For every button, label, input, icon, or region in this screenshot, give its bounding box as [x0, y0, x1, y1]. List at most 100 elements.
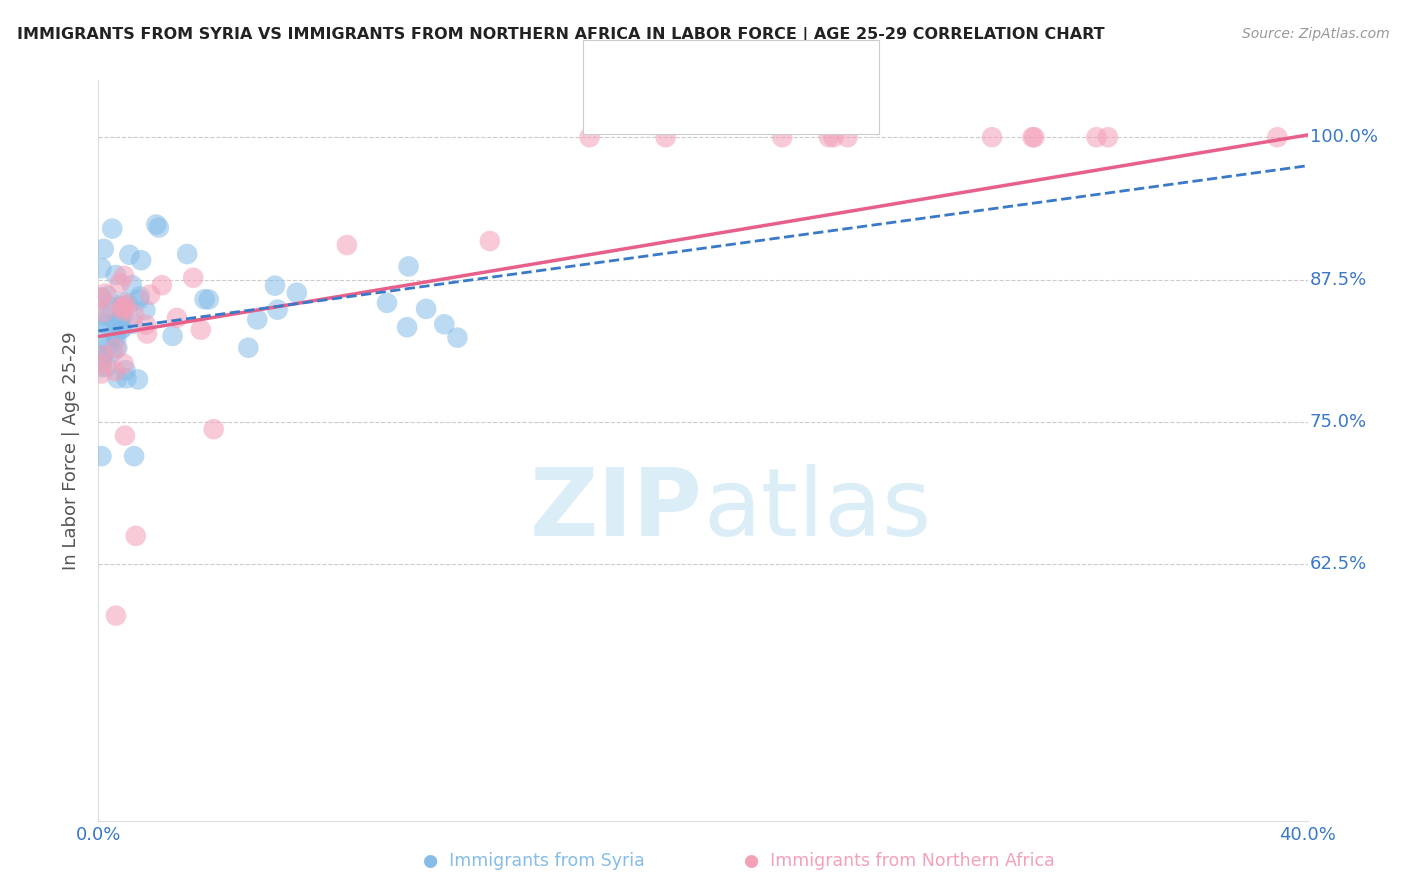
Point — [101, 345, 124, 359]
Point — [112, 295, 135, 310]
Point — [90, 261, 112, 276]
Point — [121, 277, 143, 292]
Point — [104, 268, 127, 282]
Point — [93, 305, 115, 319]
Point — [114, 363, 136, 377]
Point — [238, 341, 260, 355]
Point — [193, 292, 215, 306]
Point — [336, 238, 359, 252]
Point — [122, 308, 145, 322]
Point — [128, 289, 150, 303]
Point — [93, 334, 115, 349]
Point — [104, 364, 127, 378]
Point — [1097, 130, 1119, 145]
Y-axis label: In Labor Force | Age 25-29: In Labor Force | Age 25-29 — [62, 331, 80, 570]
Text: 75.0%: 75.0% — [1310, 413, 1367, 431]
Point — [93, 309, 115, 323]
Point — [398, 260, 420, 274]
Point — [396, 320, 419, 334]
Point — [136, 326, 159, 341]
Point — [90, 360, 112, 375]
Point — [122, 449, 145, 463]
Point — [118, 248, 141, 262]
Point — [94, 286, 117, 301]
Point — [145, 218, 167, 232]
Text: atlas: atlas — [703, 464, 931, 556]
Point — [111, 321, 134, 335]
Point — [104, 608, 127, 623]
Point — [114, 428, 136, 442]
Point — [110, 299, 132, 313]
Text: 41: 41 — [782, 96, 804, 114]
Point — [93, 242, 115, 256]
Point — [104, 317, 127, 331]
Point — [91, 348, 114, 362]
Point — [96, 359, 118, 374]
Point — [110, 301, 132, 315]
Point — [197, 293, 219, 307]
Text: 100.0%: 100.0% — [1310, 128, 1378, 146]
Point — [118, 298, 141, 312]
Point — [112, 303, 135, 318]
Point — [112, 268, 135, 283]
Text: 62.5%: 62.5% — [1310, 556, 1367, 574]
Point — [115, 371, 138, 385]
Point — [90, 367, 112, 381]
Point — [415, 301, 437, 316]
Point — [128, 293, 150, 307]
Text: 0.148: 0.148 — [673, 59, 723, 77]
Point — [1024, 130, 1046, 145]
Point — [823, 130, 845, 145]
Point — [285, 285, 308, 300]
Point — [578, 130, 600, 145]
Text: Source: ZipAtlas.com: Source: ZipAtlas.com — [1241, 27, 1389, 41]
Point — [122, 317, 145, 331]
Point — [90, 449, 112, 463]
Point — [134, 303, 156, 318]
Text: 0.394: 0.394 — [673, 96, 723, 114]
Point — [111, 322, 134, 336]
Text: ZIP: ZIP — [530, 464, 703, 556]
Text: 87.5%: 87.5% — [1310, 270, 1367, 289]
Point — [176, 247, 198, 261]
Point — [446, 331, 468, 345]
Text: N =: N = — [745, 59, 783, 77]
Point — [1085, 130, 1108, 145]
Text: R =: R = — [636, 59, 672, 77]
Point — [148, 220, 170, 235]
Point — [264, 278, 287, 293]
Point — [112, 357, 135, 371]
Point — [90, 357, 112, 371]
Point — [91, 348, 114, 362]
Point — [97, 337, 120, 351]
Point — [818, 130, 841, 145]
Text: R =: R = — [636, 96, 672, 114]
Point — [110, 310, 132, 325]
Point — [112, 300, 135, 314]
Point — [90, 316, 112, 330]
Point — [104, 342, 127, 356]
Point — [90, 290, 112, 304]
Point — [266, 302, 288, 317]
Point — [150, 278, 173, 293]
Point — [433, 318, 456, 332]
Point — [125, 529, 148, 543]
Point — [111, 308, 134, 322]
Point — [105, 341, 128, 355]
Point — [837, 130, 859, 145]
Point — [246, 312, 269, 326]
Point — [162, 329, 184, 343]
Point — [104, 327, 127, 342]
Point — [90, 354, 112, 368]
Text: ●  Immigrants from Syria: ● Immigrants from Syria — [423, 852, 645, 870]
Point — [375, 296, 398, 310]
Point — [181, 270, 204, 285]
Point — [478, 234, 501, 248]
Point — [107, 371, 129, 385]
Point — [1267, 130, 1289, 145]
Point — [91, 349, 114, 363]
Point — [770, 130, 793, 145]
Text: IMMIGRANTS FROM SYRIA VS IMMIGRANTS FROM NORTHERN AFRICA IN LABOR FORCE | AGE 25: IMMIGRANTS FROM SYRIA VS IMMIGRANTS FROM… — [17, 27, 1105, 43]
Point — [105, 332, 128, 346]
Point — [127, 372, 149, 386]
